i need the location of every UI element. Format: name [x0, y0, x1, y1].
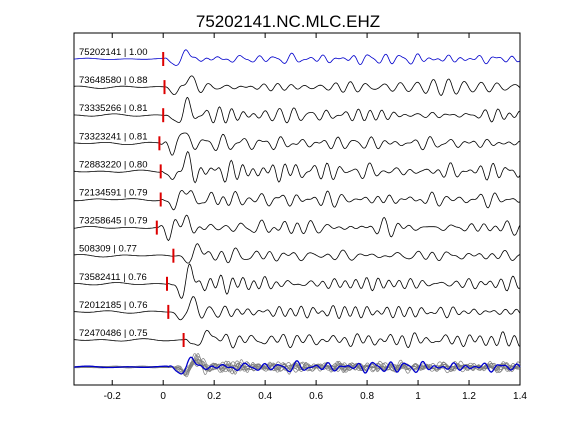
trace-label-7: 508309 | 0.77 — [79, 244, 137, 255]
trace-7 — [73, 243, 521, 264]
x-axis: -0.2 0 0.2 0.4 0.6 0.8 1 1.2 1.4 — [104, 33, 527, 402]
trace-label-8: 73582411 | 0.76 — [79, 272, 147, 283]
chart-title: 75202141.NC.MLC.EHZ — [196, 12, 380, 31]
trace-label-5: 72134591 | 0.79 — [79, 188, 148, 199]
x-tick-label-7: 1.2 — [462, 391, 476, 402]
trace-label-4: 72883220 | 0.80 — [79, 159, 148, 170]
trace-labels: 75202141 | 1.00 73648580 | 0.88 73335266 |… — [79, 47, 148, 339]
trace-6 — [73, 214, 521, 242]
trace-1 — [73, 75, 521, 96]
x-tick-label-2: 0.2 — [207, 391, 221, 402]
trace-4 — [73, 150, 521, 184]
stack-master-trace — [73, 356, 521, 375]
trace-label-3: 73323241 | 0.81 — [79, 131, 148, 142]
trace-label-9: 72012185 | 0.76 — [79, 300, 148, 311]
pick-markers — [155, 52, 185, 347]
trace-label-1: 73648580 | 0.88 — [79, 75, 148, 86]
trace-label-2: 73335266 | 0.81 — [79, 103, 148, 114]
x-tick-label-5: 0.8 — [360, 391, 374, 402]
x-tick-label-4: 0.6 — [309, 391, 323, 402]
stack-trace-9 — [73, 360, 521, 373]
x-tick-label-3: 0.4 — [258, 391, 272, 402]
trace-5 — [74, 190, 521, 211]
trace-label-6: 73258645 | 0.79 — [79, 216, 148, 227]
trace-2 — [73, 96, 521, 124]
stack-overlay — [73, 353, 521, 378]
traces — [73, 49, 521, 349]
x-tick-label-0: -0.2 — [104, 391, 122, 402]
trace-8 — [73, 263, 521, 299]
trace-label-10: 72470486 | 0.75 — [79, 328, 148, 339]
trace-3 — [73, 132, 521, 156]
plot-frame — [73, 32, 521, 386]
x-tick-label-8: 1.4 — [513, 391, 527, 402]
x-tick-label-6: 1 — [415, 391, 421, 402]
x-tick-label-1: 0 — [160, 391, 166, 402]
trace-label-0: 75202141 | 1.00 — [79, 47, 148, 58]
trace-9 — [73, 296, 521, 321]
trace-10 — [73, 329, 521, 349]
trace-0 — [73, 49, 521, 66]
